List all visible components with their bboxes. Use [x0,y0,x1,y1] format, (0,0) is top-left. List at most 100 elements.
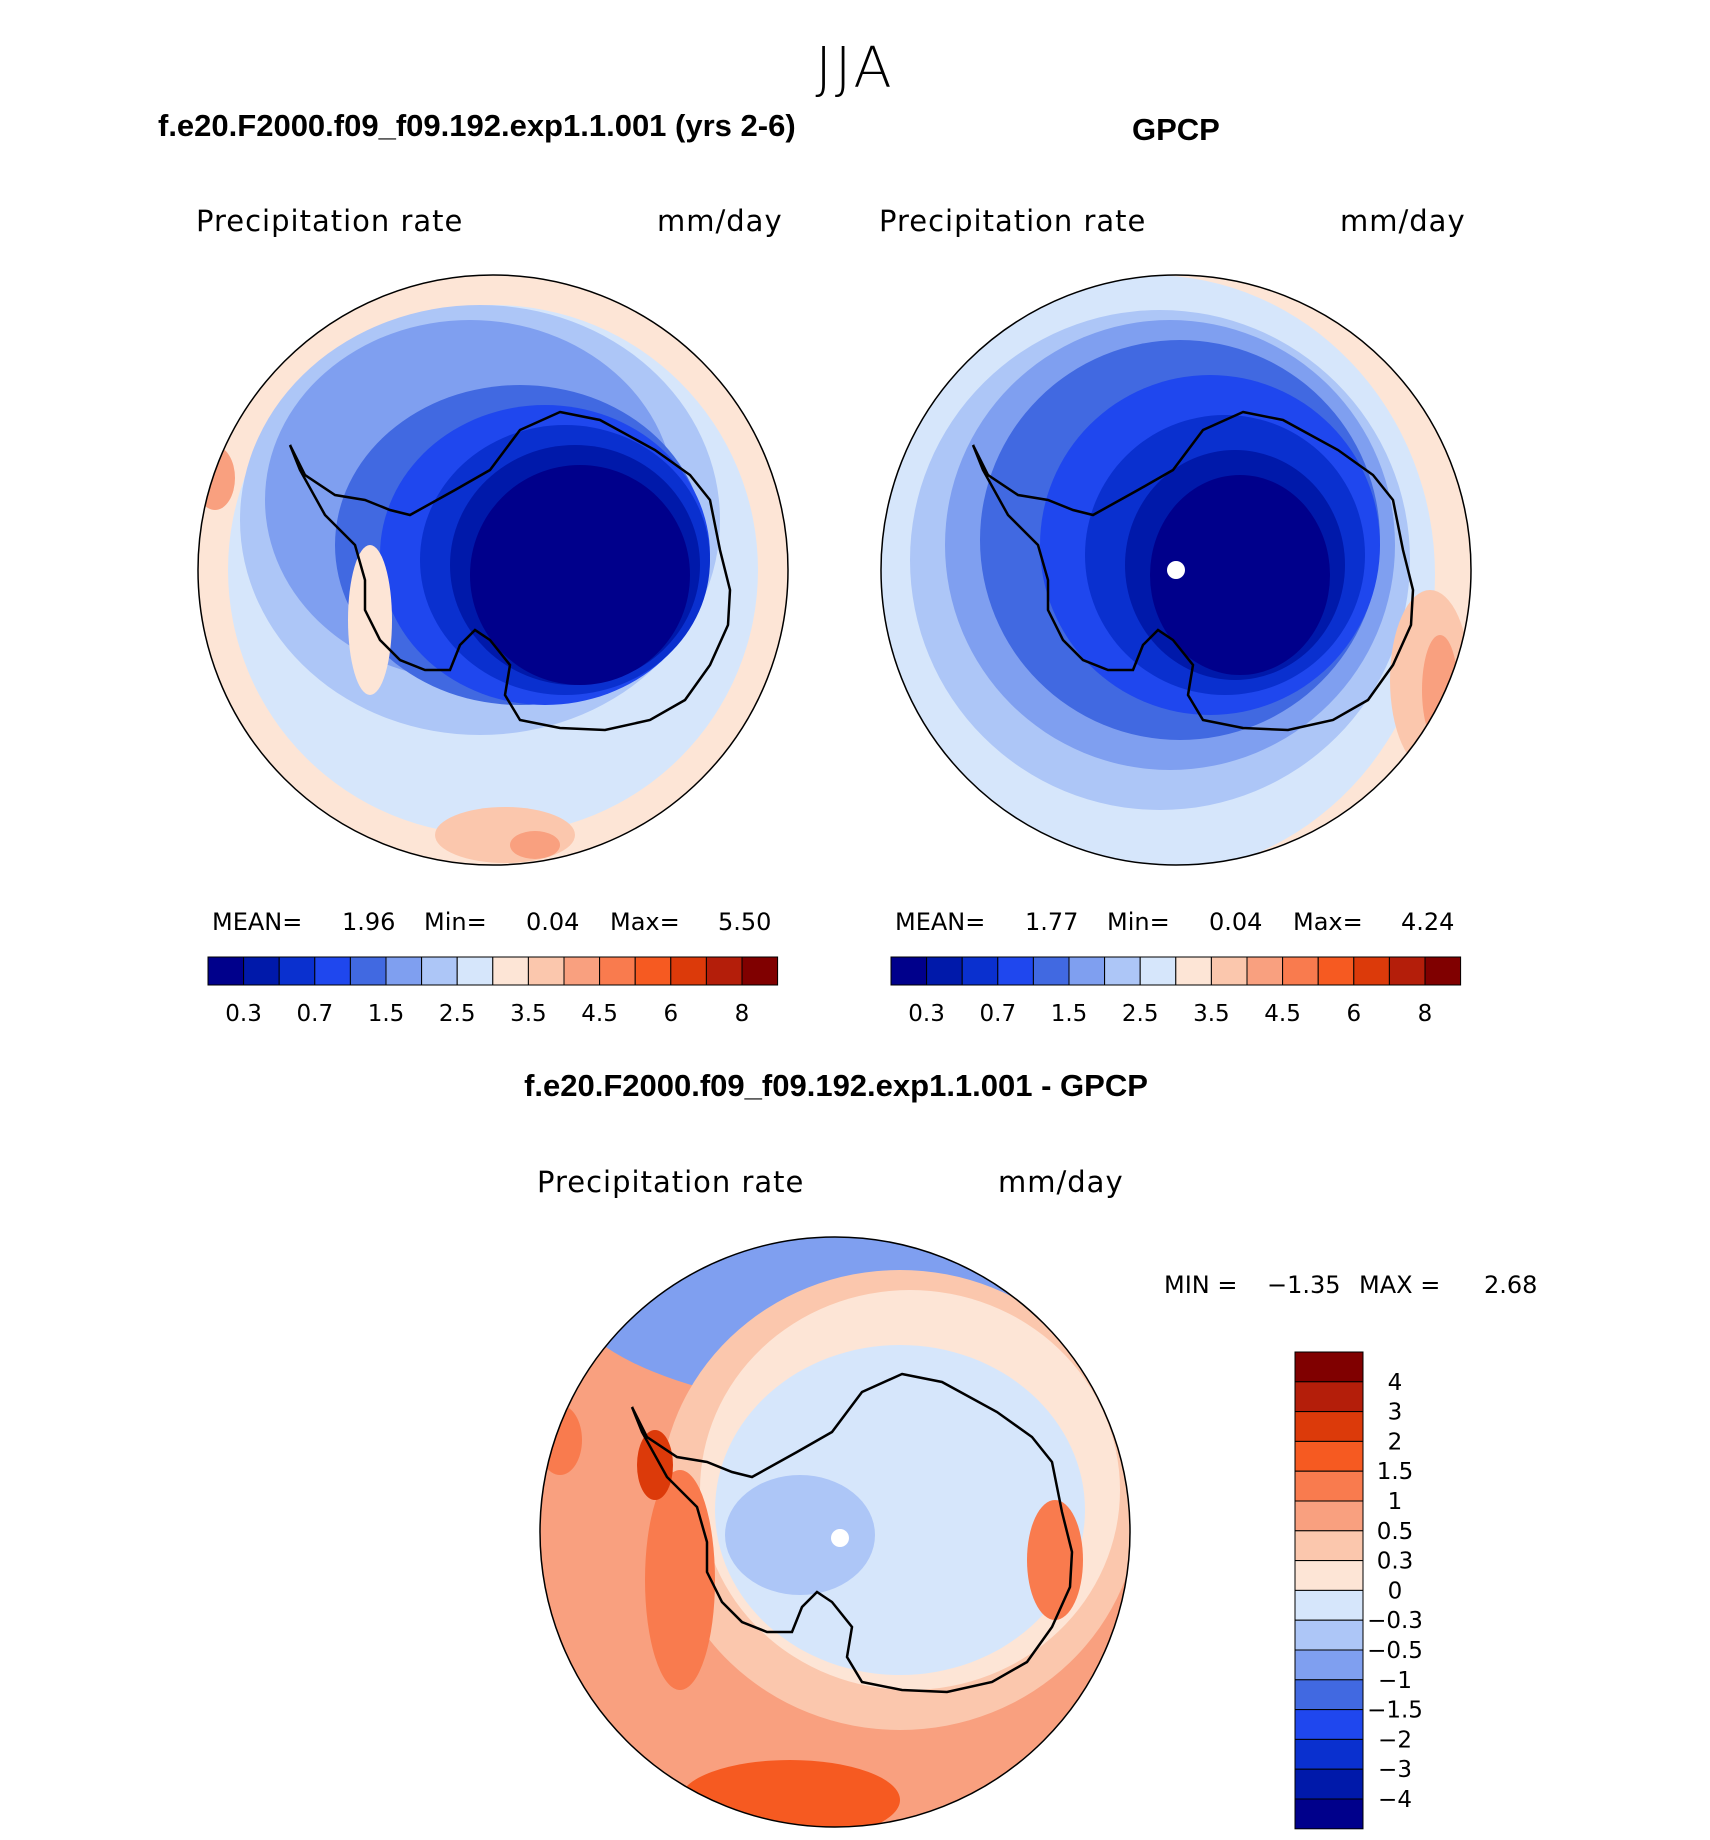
panel-3-colorbar-swatch [1294,1679,1364,1711]
panel-3-colorbar-tick-label: −4 [1378,1787,1412,1813]
panel-3-colorbar-tick-label: 0.3 [1377,1549,1414,1575]
panel-2-colorbar-tick-label: 4.5 [1264,1001,1301,1027]
panel-1-colorbar: 0.3 0.7 1.5 2.5 3.5 4.5 6 8 [207,956,779,1027]
panel-3-colorbar-tick-label: 3 [1388,1400,1403,1426]
panel-3-colorbar-tick-label: 1 [1388,1489,1403,1515]
panel-3-colorbar-swatch [1294,1500,1364,1532]
panel-1-colorbar-swatch [278,956,316,986]
panel-2-colorbar-tick-label: 8 [1418,1001,1433,1027]
panel-3-colorbar-tick-label: 1.5 [1377,1459,1414,1485]
panel-1-colorbar-tick-label: 1.5 [368,1001,405,1027]
panel-1-colorbar-swatch [456,956,494,986]
panel-3-colorbar-tick-label: 0.5 [1377,1519,1414,1545]
panel-3-colorbar: 4 3 2 1.5 1 0.5 0.3 0 −0.3 −0.5 −1 −1.5 −2 −3 −4 [1294,1351,1423,1830]
panel-3-colorbar-swatch [1294,1798,1364,1830]
panel-2-colorbar-swatch [926,956,963,986]
panel-1-colorbar-swatch [385,956,423,986]
panel-2-map-border [880,274,1472,866]
panel-1-colorbar-swatch [243,956,280,986]
panel-3-colorbar-tick-label: 4 [1388,1370,1403,1396]
panel-2-colorbar-swatch [890,956,928,986]
panel-1-colorbar-swatch [599,956,636,986]
panel-3-colorbar-swatch [1294,1738,1364,1770]
panel-2-mean-label: MEAN= [895,908,986,936]
panel-2-colorbar-swatch [1068,956,1106,986]
panel-3-colorbar-swatch [1294,1649,1364,1681]
panel-2-colorbar-swatch [1139,956,1177,986]
panel-2-min-label: Min= [1107,908,1170,936]
panel-1-colorbar-swatch [421,956,458,986]
panel-2-colorbar-swatch [1353,956,1390,986]
panel-3-colorbar-tick-label: −1 [1378,1668,1412,1694]
panel-1-colorbar-swatch [349,956,387,986]
panel-1-colorbar-swatch [492,956,529,986]
panel-2-title: GPCP [1132,112,1220,147]
panel-1-colorbar-swatch [670,956,707,986]
panel-3-map-border [539,1236,1131,1828]
panel-2-colorbar-tick-label: 3.5 [1193,1001,1230,1027]
panel-2-colorbar-tick-label: 6 [1346,1001,1361,1027]
panel-2-colorbar-swatch [961,956,999,986]
panel-2-mean-value: 1.77 [1025,908,1079,936]
panel-3-colorbar-swatch [1294,1470,1364,1502]
panel-3-title: f.e20.F2000.f09_f09.192.exp1.1.001 - GPC… [524,1068,1148,1103]
panel-1-colorbar-swatch [527,956,565,986]
panel-2-colorbar-tick-label: 2.5 [1122,1001,1159,1027]
panel-1-colorbar-swatch [741,956,779,986]
panel-3-colorbar-swatch [1294,1351,1364,1383]
panel-3-units-label: mm/day [998,1165,1124,1199]
panel-2-variable-label: Precipitation rate [879,204,1147,238]
panel-2-min-value: 0.04 [1209,908,1263,936]
panel-2-max-value: 4.24 [1401,908,1455,936]
panel-3-variable-label: Precipitation rate [537,1165,805,1199]
panel-2-colorbar-swatch [1424,956,1462,986]
panel-1-colorbar-tick-label: 4.5 [581,1001,618,1027]
panel-3-colorbar-tick-label: −3 [1378,1757,1412,1783]
panel-1-mean-value: 1.96 [342,908,396,936]
panel-3-map [540,1237,1130,1827]
panel-3-colorbar-swatch [1294,1589,1364,1621]
panel-3-colorbar-swatch [1294,1411,1364,1442]
panel-2-colorbar-swatch [1175,956,1212,986]
panel-1-max-label: Max= [610,908,680,936]
panel-1-max-value: 5.50 [718,908,772,936]
panel-2-colorbar-swatch [1032,956,1070,986]
panel-1-colorbar-swatch [563,956,601,986]
panel-2-colorbar-swatch [1317,956,1355,986]
panel-1-colorbar-tick-label: 3.5 [510,1001,547,1027]
panel-2-colorbar-swatch [1282,956,1319,986]
panel-2-colorbar-swatch [1104,956,1141,986]
panel-3-colorbar-swatch [1294,1709,1364,1740]
panel-1-mean-label: MEAN= [212,908,303,936]
panel-3-colorbar-swatch [1294,1560,1364,1591]
panel-3-colorbar-swatch [1294,1530,1364,1562]
panel-3-colorbar-tick-label: −2 [1378,1727,1412,1753]
panel-1-colorbar-tick-label: 6 [663,1001,678,1027]
panel-1-min-label: Min= [424,908,487,936]
panel-3-min-label: MIN = [1164,1271,1238,1299]
panel-2-colorbar: 0.3 0.7 1.5 2.5 3.5 4.5 6 8 [890,956,1462,1027]
panel-3-max-label: MAX = [1359,1271,1441,1299]
panel-3-colorbar-tick-label: 0 [1388,1578,1403,1604]
panel-2-colorbar-swatch [1388,956,1426,986]
panel-2-colorbar-swatch [1210,956,1248,986]
panel-2-colorbar-swatch [997,956,1034,986]
panel-2-colorbar-tick-label: 0.7 [980,1001,1017,1027]
panel-2-colorbar-tick-label: 1.5 [1051,1001,1088,1027]
panel-3-min-value: −1.35 [1267,1271,1341,1299]
panel-3-colorbar-tick-label: −1.5 [1367,1698,1423,1724]
panel-1-map-border [197,274,789,866]
panel-3-max-value: 2.68 [1484,1271,1538,1299]
panel-1-map [198,275,788,865]
panel-2-max-label: Max= [1293,908,1363,936]
panel-1-title: f.e20.F2000.f09_f09.192.exp1.1.001 (yrs … [158,108,796,143]
panel-1-variable-label: Precipitation rate [196,204,464,238]
panel-1-colorbar-tick-label: 0.3 [225,1001,262,1027]
panel-3-colorbar-tick-label: −0.3 [1367,1608,1423,1634]
panel-2-colorbar-swatch [1246,956,1284,986]
panel-2-colorbar-tick-label: 0.3 [908,1001,945,1027]
panel-1-min-value: 0.04 [526,908,580,936]
panel-1-colorbar-swatch [207,956,245,986]
season-title: JJA [815,36,895,101]
